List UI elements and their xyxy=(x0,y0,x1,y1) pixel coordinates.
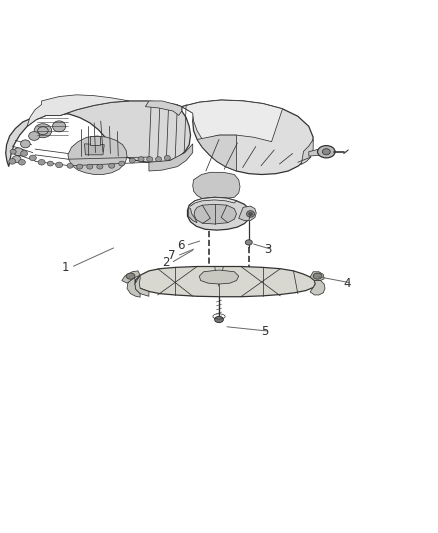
Polygon shape xyxy=(187,197,251,230)
Ellipse shape xyxy=(53,121,66,132)
Ellipse shape xyxy=(21,140,30,148)
Polygon shape xyxy=(27,95,129,126)
Polygon shape xyxy=(90,136,100,145)
Text: 1: 1 xyxy=(62,261,70,274)
Ellipse shape xyxy=(164,156,170,160)
Polygon shape xyxy=(145,101,182,115)
Polygon shape xyxy=(6,101,191,167)
Polygon shape xyxy=(85,144,104,155)
Ellipse shape xyxy=(247,211,254,217)
Polygon shape xyxy=(135,266,315,297)
Polygon shape xyxy=(309,149,329,156)
Ellipse shape xyxy=(67,163,73,168)
Ellipse shape xyxy=(109,163,115,168)
Ellipse shape xyxy=(129,158,135,163)
Ellipse shape xyxy=(318,146,335,158)
Polygon shape xyxy=(182,100,313,174)
Ellipse shape xyxy=(9,159,16,164)
Ellipse shape xyxy=(215,317,223,322)
Ellipse shape xyxy=(38,127,48,135)
Polygon shape xyxy=(239,206,256,221)
Ellipse shape xyxy=(29,155,36,160)
Ellipse shape xyxy=(147,157,153,161)
Text: 5: 5 xyxy=(261,325,268,338)
Ellipse shape xyxy=(12,156,21,163)
Polygon shape xyxy=(127,278,140,297)
Ellipse shape xyxy=(34,124,52,138)
Polygon shape xyxy=(122,271,140,283)
Text: 3: 3 xyxy=(265,244,272,256)
Ellipse shape xyxy=(97,164,103,169)
Ellipse shape xyxy=(29,132,40,140)
Polygon shape xyxy=(310,272,324,280)
Text: 6: 6 xyxy=(177,239,184,252)
Polygon shape xyxy=(194,204,237,224)
Ellipse shape xyxy=(248,213,252,215)
Ellipse shape xyxy=(38,159,45,165)
Polygon shape xyxy=(193,172,240,199)
Ellipse shape xyxy=(56,162,63,168)
Ellipse shape xyxy=(47,161,53,166)
Text: 2: 2 xyxy=(162,256,170,270)
Ellipse shape xyxy=(18,159,25,165)
Ellipse shape xyxy=(155,157,162,161)
Ellipse shape xyxy=(14,148,23,156)
Ellipse shape xyxy=(245,240,252,245)
Ellipse shape xyxy=(322,149,330,155)
Polygon shape xyxy=(149,144,193,171)
Polygon shape xyxy=(188,207,197,223)
Ellipse shape xyxy=(126,273,135,279)
Polygon shape xyxy=(310,280,325,295)
Polygon shape xyxy=(182,100,283,142)
Text: 4: 4 xyxy=(343,277,351,289)
Text: 7: 7 xyxy=(168,249,176,262)
Ellipse shape xyxy=(119,161,125,166)
Ellipse shape xyxy=(10,149,16,154)
Ellipse shape xyxy=(87,164,93,169)
Polygon shape xyxy=(301,140,313,165)
Polygon shape xyxy=(68,136,127,174)
Polygon shape xyxy=(189,197,237,206)
Ellipse shape xyxy=(313,273,322,279)
Ellipse shape xyxy=(21,151,28,156)
Ellipse shape xyxy=(77,164,83,169)
Ellipse shape xyxy=(138,157,144,161)
Polygon shape xyxy=(199,270,239,284)
Polygon shape xyxy=(135,275,149,296)
Polygon shape xyxy=(197,135,237,171)
